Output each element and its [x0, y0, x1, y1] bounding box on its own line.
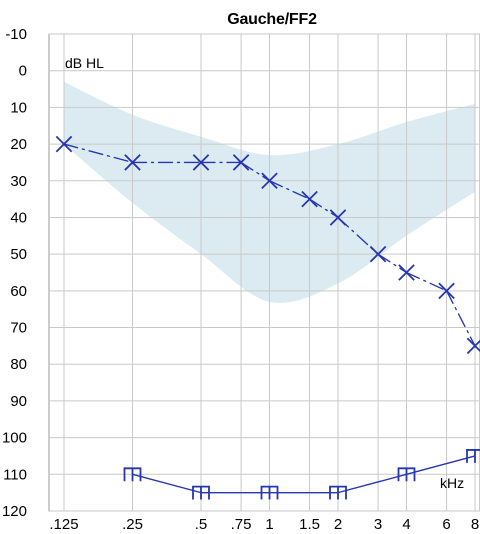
y-axis-label: dB HL	[65, 55, 104, 71]
m-series-marker	[123, 467, 142, 482]
x-series-marker	[438, 282, 455, 300]
x-tick-label: 2	[334, 516, 342, 533]
m-series-marker	[397, 467, 416, 482]
m-series-marker	[192, 485, 210, 500]
x-tick-label: .5	[195, 516, 208, 533]
m-series-segment	[131, 473, 202, 494]
x-tick-labels-group: .125 .25 .5 .75 1 1.5 2 3 4 6 8	[49, 516, 479, 533]
x-tick-label: 8	[471, 516, 479, 533]
x-series-segment	[63, 143, 134, 164]
y-tick-label: 60	[10, 283, 27, 300]
grid-group	[49, 33, 480, 512]
x-series-segment	[405, 271, 448, 292]
y-tick-label: 110	[3, 466, 27, 483]
y-tick-label: 40	[10, 209, 27, 226]
x-series-marker	[329, 209, 347, 226]
x-series-segment	[240, 161, 271, 182]
chart-title: Gauche/FF2	[227, 11, 317, 28]
y-tick-label: 30	[10, 173, 27, 190]
series-lines-group	[63, 143, 476, 494]
x-series-marker	[55, 135, 73, 153]
y-tick-label: 50	[10, 246, 27, 263]
x-tick-label: 1.5	[299, 516, 320, 533]
x-series-marker	[232, 154, 250, 171]
x-tick-label: .75	[231, 516, 252, 533]
m-series-marker	[466, 449, 480, 463]
y-tick-label: 10	[10, 99, 27, 116]
x-series-marker	[398, 264, 415, 281]
x-tick-label: .125	[49, 516, 78, 533]
y-tick-label: 20	[10, 136, 27, 153]
x-series-segment	[445, 290, 476, 347]
m-series-marker	[329, 485, 347, 500]
x-tick-label: 3	[374, 516, 382, 533]
y-tick-label: 80	[10, 356, 27, 373]
x-series-segment	[268, 180, 311, 200]
m-series-segment	[337, 473, 408, 494]
x-series-marker	[301, 190, 318, 208]
y-tick-label: -10	[5, 26, 27, 43]
x-series-marker	[369, 245, 387, 263]
x-series-marker	[192, 154, 210, 171]
x-series-marker	[261, 172, 278, 190]
x-series-marker	[124, 154, 141, 171]
x-tick-label: 6	[442, 516, 450, 533]
x-series-segment	[377, 253, 408, 274]
m-series-segment	[405, 455, 476, 475]
y-tick-label: 100	[2, 430, 27, 447]
x-series-segment	[308, 198, 339, 219]
y-tick-label: 90	[10, 393, 27, 410]
y-tick-label: 70	[10, 320, 27, 337]
m-series-marker	[260, 485, 279, 500]
x-tick-label: 1	[265, 516, 273, 533]
series-markers-group	[55, 135, 480, 500]
y-tick-labels-group: -10 0 10 20 30 40 50 60 70 80 90 100 110 120	[2, 26, 27, 520]
y-tick-label: 120	[2, 503, 27, 520]
x-axis-unit-label: kHz	[440, 475, 464, 491]
x-tick-label: 4	[402, 516, 410, 533]
x-tick-label: .25	[122, 516, 143, 533]
y-tick-label: 0	[19, 63, 27, 80]
